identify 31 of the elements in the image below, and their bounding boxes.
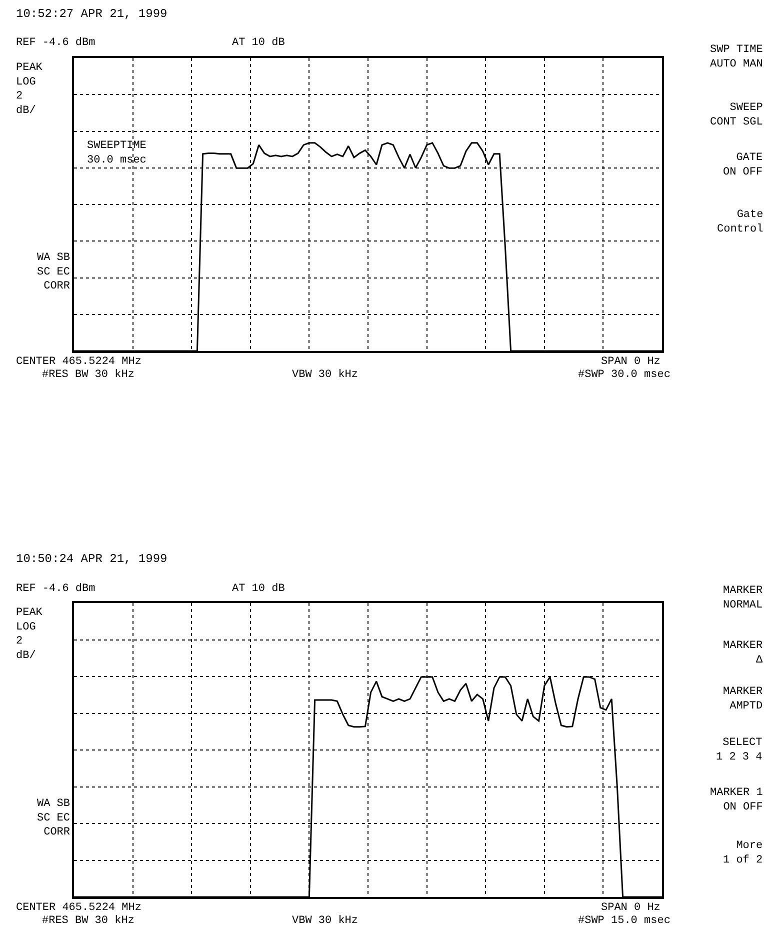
- text: PEAK LOG 2 dB/: [16, 62, 43, 117]
- text: GATE ON OFF: [723, 152, 764, 178]
- text: SWEEP CONT SGL: [710, 102, 764, 128]
- text: MARKER NORMAL: [723, 585, 764, 612]
- text: SPAN 0 Hz: [601, 356, 660, 368]
- text: VBW 30 kHz: [292, 915, 358, 927]
- text: VBW 30 kHz: [292, 369, 358, 381]
- text: MARKER 1 ON OFF: [710, 787, 764, 814]
- text: REF -4.6 dBm: [16, 583, 96, 595]
- text: #SWP 30.0 msec: [578, 369, 670, 381]
- chart-title: 10:52:27 APR 21, 1999: [16, 7, 168, 21]
- text: AT 10 dB: [232, 37, 286, 49]
- text: MARKER AMPTD: [723, 686, 764, 712]
- text: WA SB SC EC CORR: [37, 252, 70, 293]
- chart-title: 10:50:24 APR 21, 1999: [16, 552, 168, 566]
- text: #RES BW 30 kHz: [42, 369, 134, 381]
- text: SPAN 0 Hz: [601, 902, 660, 914]
- text: SWP TIME AUTO MAN: [710, 44, 764, 70]
- text: MARKER Δ: [723, 640, 764, 666]
- text: REF -4.6 dBm: [16, 37, 96, 49]
- text: CENTER 465.5224 MHz: [16, 356, 142, 368]
- text: #RES BW 30 kHz: [42, 915, 134, 927]
- annotation: SWEEPTIME 30.0 msec: [87, 140, 147, 166]
- text: More 1 of 2: [723, 840, 763, 866]
- text: AT 10 dB: [232, 583, 286, 595]
- text: CENTER 465.5224 MHz: [16, 902, 142, 914]
- text: SELECT 1 2 3 4: [716, 737, 763, 764]
- text: Gate Control: [717, 209, 764, 236]
- text: PEAK LOG 2 dB/: [16, 607, 43, 662]
- text: WA SB SC EC CORR: [37, 798, 70, 839]
- text: #SWP 15.0 msec: [578, 915, 670, 927]
